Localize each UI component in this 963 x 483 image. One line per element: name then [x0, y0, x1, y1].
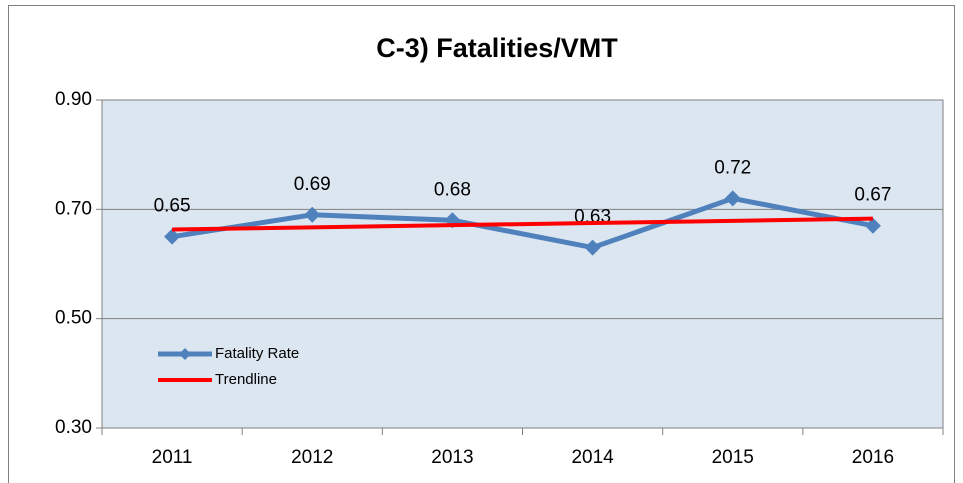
marker: [864, 217, 881, 234]
chart-title: C-3) Fatalities/VMT: [376, 33, 618, 63]
legend-label: Fatality Rate: [215, 345, 299, 362]
data-label: 0.65: [154, 196, 191, 217]
x-tick-label: 2013: [431, 447, 473, 468]
marker: [584, 239, 601, 256]
legend-label: Trendline: [215, 371, 277, 388]
legend-marker: [179, 348, 191, 360]
data-label: 0.68: [434, 179, 471, 200]
y-tick-label: 0.70: [55, 198, 92, 219]
y-tick-label: 0.50: [55, 308, 92, 329]
series-line: [171, 195, 874, 251]
series-line: [172, 216, 873, 232]
marker: [304, 206, 321, 223]
x-tick-label: 2014: [571, 447, 614, 468]
x-tick-label: 2015: [712, 447, 754, 468]
y-tick-label: 0.30: [55, 417, 92, 438]
x-tick-label: 2012: [291, 447, 333, 468]
plot-area: [101, 99, 944, 429]
x-tick-label: 2011: [152, 447, 193, 468]
marker: [164, 228, 181, 245]
y-tick-label: 0.90: [55, 89, 92, 110]
x-tick-label: 2016: [852, 447, 894, 468]
data-label: 0.72: [714, 157, 751, 178]
marker: [724, 190, 741, 207]
data-label: 0.69: [294, 174, 331, 195]
data-label: 0.67: [854, 185, 891, 206]
